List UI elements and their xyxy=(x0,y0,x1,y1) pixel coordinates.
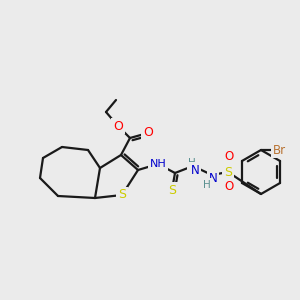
Text: Br: Br xyxy=(272,143,286,157)
Text: O: O xyxy=(143,127,153,140)
Text: O: O xyxy=(113,119,123,133)
Text: H: H xyxy=(203,180,211,190)
Text: S: S xyxy=(118,188,126,202)
Text: S: S xyxy=(168,184,176,196)
Text: O: O xyxy=(224,181,234,194)
Text: N: N xyxy=(208,172,217,185)
Text: NH: NH xyxy=(150,159,166,169)
Text: N: N xyxy=(190,164,200,176)
Text: S: S xyxy=(224,166,232,178)
Text: O: O xyxy=(224,151,234,164)
Text: H: H xyxy=(188,158,196,168)
